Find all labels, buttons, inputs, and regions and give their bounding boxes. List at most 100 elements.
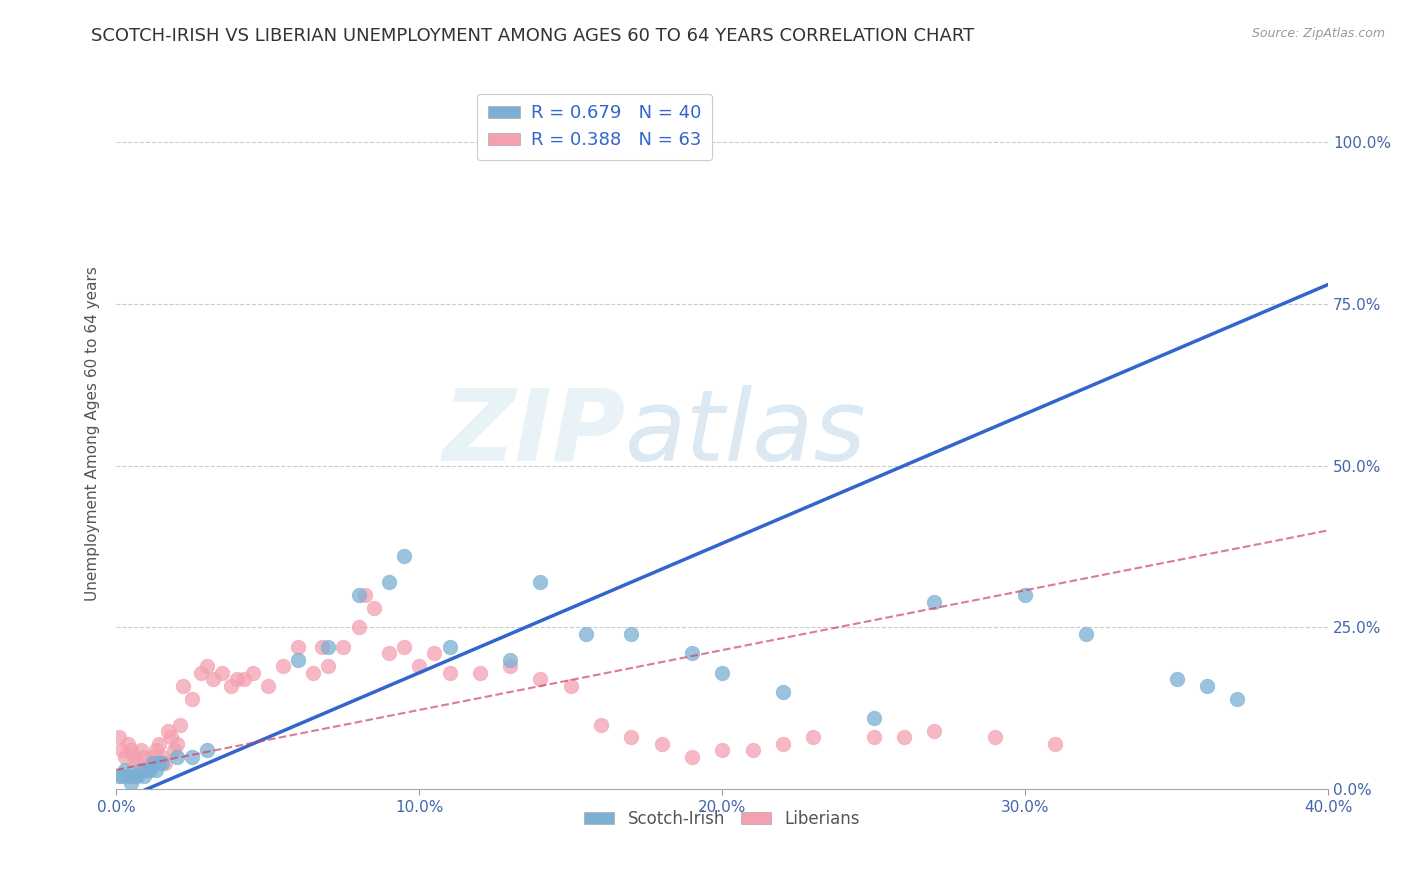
Point: [311, 640, 333, 654]
Point: [169, 717, 191, 731]
Point: [1195, 679, 1218, 693]
Point: [108, 769, 131, 783]
Point: [181, 750, 204, 764]
Point: [135, 763, 157, 777]
Point: [363, 601, 385, 615]
Point: [242, 665, 264, 680]
Point: [111, 769, 134, 783]
Point: [108, 731, 131, 745]
Point: [318, 640, 340, 654]
Point: [129, 743, 152, 757]
Point: [127, 756, 149, 771]
Point: [1074, 627, 1097, 641]
Point: [499, 653, 522, 667]
Point: [172, 679, 194, 693]
Point: [1045, 737, 1067, 751]
Point: [772, 737, 794, 751]
Point: [150, 756, 173, 771]
Point: [711, 665, 734, 680]
Point: [439, 665, 461, 680]
Point: [423, 646, 446, 660]
Point: [1226, 691, 1249, 706]
Point: [132, 750, 155, 764]
Point: [124, 769, 146, 783]
Point: [287, 653, 309, 667]
Y-axis label: Unemployment Among Ages 60 to 64 years: Unemployment Among Ages 60 to 64 years: [86, 266, 100, 601]
Point: [142, 750, 165, 764]
Point: [135, 763, 157, 777]
Point: [190, 665, 212, 680]
Point: [145, 763, 167, 777]
Point: [148, 756, 170, 771]
Text: atlas: atlas: [626, 384, 868, 482]
Point: [347, 620, 370, 634]
Point: [862, 711, 884, 725]
Point: [862, 731, 884, 745]
Point: [117, 769, 139, 783]
Point: [1166, 672, 1188, 686]
Point: [145, 743, 167, 757]
Point: [589, 717, 612, 731]
Point: [529, 672, 551, 686]
Point: [984, 731, 1007, 745]
Point: [347, 588, 370, 602]
Point: [922, 594, 945, 608]
Point: [166, 737, 188, 751]
Point: [922, 723, 945, 738]
Point: [114, 763, 136, 777]
Point: [166, 750, 188, 764]
Point: [681, 750, 703, 764]
Point: [741, 743, 763, 757]
Point: [117, 737, 139, 751]
Point: [287, 640, 309, 654]
Point: [302, 665, 325, 680]
Point: [392, 549, 415, 564]
Text: SCOTCH-IRISH VS LIBERIAN UNEMPLOYMENT AMONG AGES 60 TO 64 YEARS CORRELATION CHAR: SCOTCH-IRISH VS LIBERIAN UNEMPLOYMENT AM…: [91, 27, 974, 45]
Point: [801, 731, 824, 745]
Point: [681, 646, 703, 660]
Point: [111, 743, 134, 757]
Point: [132, 769, 155, 783]
Point: [195, 659, 218, 673]
Point: [772, 685, 794, 699]
Point: [439, 640, 461, 654]
Point: [221, 679, 243, 693]
Point: [120, 776, 142, 790]
Point: [120, 743, 142, 757]
Point: [620, 731, 643, 745]
Point: [138, 756, 160, 771]
Point: [651, 737, 673, 751]
Point: [226, 672, 249, 686]
Point: [378, 646, 401, 660]
Point: [620, 627, 643, 641]
Point: [893, 731, 915, 745]
Point: [378, 575, 401, 590]
Point: [711, 743, 734, 757]
Point: [468, 665, 491, 680]
Point: [499, 659, 522, 673]
Point: [127, 769, 149, 783]
Point: [153, 756, 176, 771]
Legend: Scotch-Irish, Liberians: Scotch-Irish, Liberians: [578, 803, 868, 834]
Point: [353, 588, 375, 602]
Point: [318, 659, 340, 673]
Text: ZIP: ZIP: [443, 384, 626, 482]
Point: [129, 763, 152, 777]
Point: [232, 672, 254, 686]
Point: [150, 750, 173, 764]
Point: [124, 750, 146, 764]
Point: [408, 659, 430, 673]
Point: [163, 743, 186, 757]
Point: [181, 691, 204, 706]
Point: [392, 640, 415, 654]
Point: [148, 737, 170, 751]
Point: [202, 672, 225, 686]
Point: [142, 756, 165, 771]
Point: [156, 723, 179, 738]
Text: Source: ZipAtlas.com: Source: ZipAtlas.com: [1251, 27, 1385, 40]
Point: [271, 659, 294, 673]
Point: [211, 665, 233, 680]
Point: [332, 640, 354, 654]
Point: [575, 627, 598, 641]
Point: [560, 679, 582, 693]
